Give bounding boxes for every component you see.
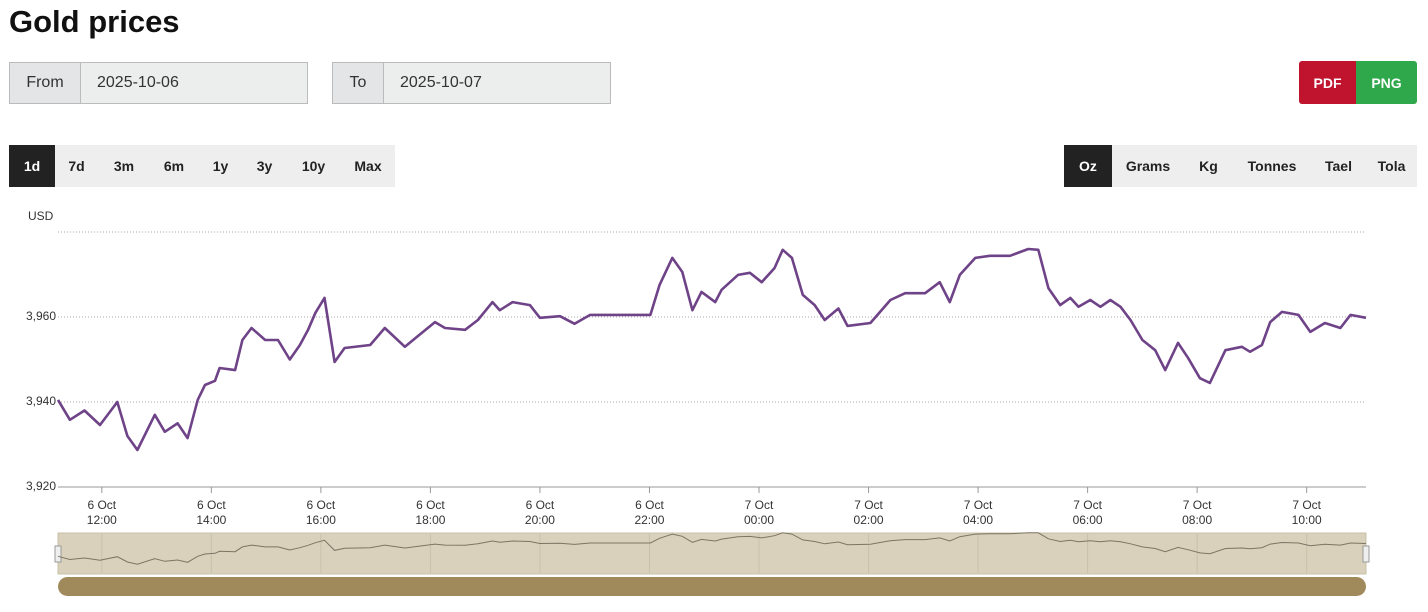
unit-button[interactable]: Kg (1199, 158, 1218, 174)
x-tick-label: 6 Oct (416, 498, 445, 512)
x-tick-label: 7 Oct (1183, 498, 1212, 512)
from-value[interactable]: 2025-10-06 (97, 74, 179, 91)
y-tick-label: 3,920 (26, 479, 56, 493)
nav-handle[interactable] (1362, 545, 1370, 563)
range-button[interactable]: 3m (113, 158, 135, 174)
navigator-line (57, 532, 1367, 565)
range-button[interactable]: 10y (301, 158, 326, 174)
unit-button[interactable]: Oz (1064, 145, 1112, 187)
x-tick-label: 7 Oct (745, 498, 774, 512)
range-button[interactable]: 1d (9, 145, 55, 187)
x-tick-label: 6 Oct (526, 498, 555, 512)
unit-button[interactable]: Tonnes (1247, 158, 1297, 174)
png-button[interactable]: PNG (1356, 61, 1417, 104)
x-tick-label: 12:00 (87, 513, 117, 527)
x-tick-label: 6 Oct (197, 498, 226, 512)
x-tick-label: 6 Oct (635, 498, 664, 512)
page-title: Gold prices (9, 4, 180, 39)
x-tick-label: 00:00 (744, 513, 774, 527)
x-tick-label: 14:00 (196, 513, 226, 527)
from-field[interactable]: From 2025-10-06 (9, 62, 308, 104)
navigator[interactable] (57, 532, 1367, 575)
unit-button[interactable]: Grams (1125, 158, 1171, 174)
x-tick-label: 04:00 (963, 513, 993, 527)
price-line (56, 247, 1367, 452)
x-tick-label: 6 Oct (307, 498, 336, 512)
x-tick-label: 20:00 (525, 513, 555, 527)
pdf-button[interactable]: PDF (1299, 61, 1356, 104)
from-label: From (10, 63, 81, 103)
to-field[interactable]: To 2025-10-07 (332, 62, 611, 104)
range-button[interactable]: 1y (212, 158, 229, 174)
to-value[interactable]: 2025-10-07 (400, 74, 482, 91)
unit-bar: Oz Grams Kg Tonnes Tael Tola (1064, 145, 1417, 187)
y-tick-label: 3,940 (26, 394, 56, 408)
scrollbar[interactable] (58, 577, 1366, 596)
x-tick-label: 18:00 (415, 513, 445, 527)
range-button[interactable]: 6m (163, 158, 185, 174)
range-button[interactable]: 3y (256, 158, 273, 174)
to-label: To (333, 63, 384, 103)
range-button[interactable]: Max (354, 158, 382, 174)
x-tick-label: 02:00 (854, 513, 884, 527)
x-tick-label: 08:00 (1182, 513, 1212, 527)
unit-button[interactable]: Tola (1377, 158, 1406, 174)
range-button[interactable]: 7d (68, 158, 85, 174)
x-tick-label: 10:00 (1292, 513, 1322, 527)
x-tick-label: 7 Oct (1073, 498, 1102, 512)
x-tick-label: 7 Oct (854, 498, 883, 512)
y-tick-label: 3,960 (26, 309, 56, 323)
unit-button[interactable]: Tael (1325, 158, 1352, 174)
nav-handle[interactable] (54, 545, 62, 563)
x-tick-label: 06:00 (1073, 513, 1103, 527)
x-tick-label: 16:00 (306, 513, 336, 527)
range-bar: 1d 7d 3m 6m 1y 3y 10y Max (9, 145, 395, 187)
x-tick-label: 6 Oct (87, 498, 116, 512)
x-tick-label: 7 Oct (964, 498, 993, 512)
x-tick-label: 22:00 (634, 513, 664, 527)
x-tick-label: 7 Oct (1292, 498, 1321, 512)
y-axis-label: USD (28, 209, 54, 223)
